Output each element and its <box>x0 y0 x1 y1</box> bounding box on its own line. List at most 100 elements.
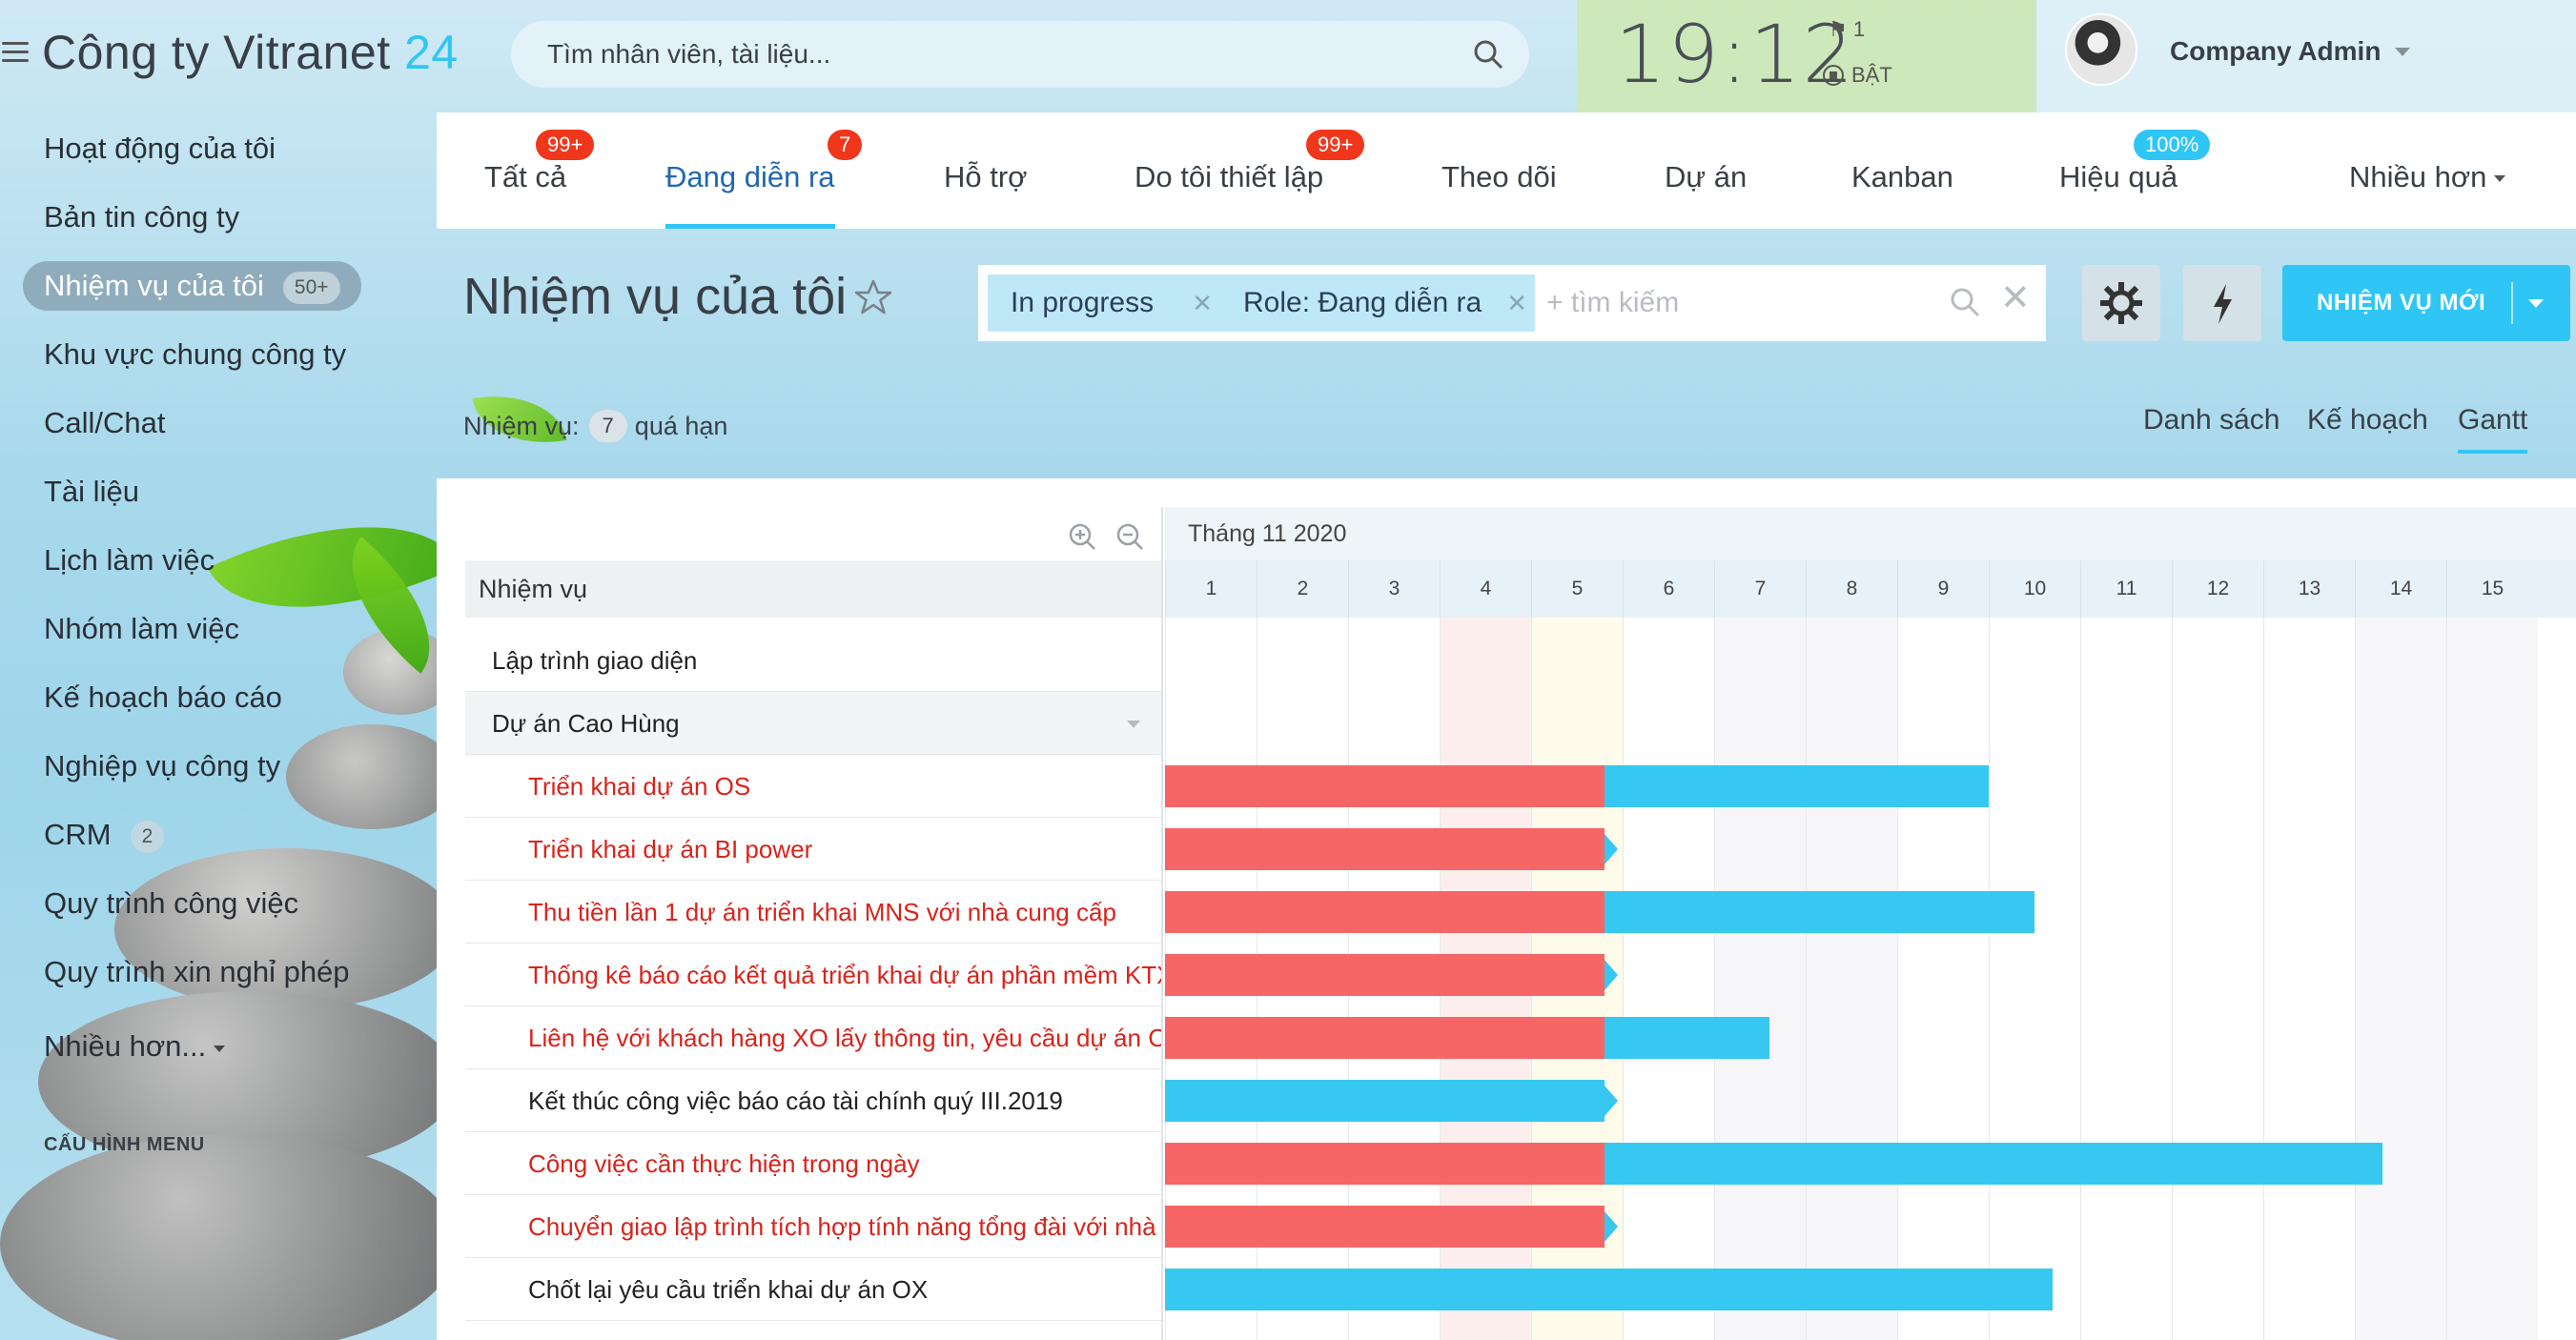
task-row[interactable]: Chuyển giao lập trình tích hợp tính năng… <box>465 1195 1161 1258</box>
tab-kanban[interactable]: Kanban <box>1851 112 1953 229</box>
gantt-bar[interactable] <box>1165 828 1618 870</box>
tab-following[interactable]: Theo dõi <box>1441 112 1557 229</box>
new-task-label: NHIỆM VỤ MỚI <box>2317 290 2486 315</box>
task-row[interactable]: Liên hệ với khách hàng XO lấy thông tin,… <box>465 1006 1161 1069</box>
view-plan[interactable]: Kế hoạch <box>2307 404 2428 436</box>
close-icon[interactable]: ✕ <box>1506 289 1527 317</box>
task-row[interactable]: Chốt lại yêu cầu triển khai dự án OX <box>465 1258 1161 1321</box>
timeline-column <box>1714 618 1806 1340</box>
timeline-day: 13 <box>2263 560 2355 618</box>
work-clock[interactable]: 19:12 ⚑ 1 BẬT <box>1577 0 2036 112</box>
user-menu[interactable]: Company Admin <box>2036 0 2576 112</box>
tab-efficiency[interactable]: Hiệu quả 100% <box>2059 112 2211 229</box>
zoom-in-icon[interactable] <box>1068 522 1096 551</box>
tab-badge: 100% <box>2134 130 2211 160</box>
timeline-column <box>1806 618 1897 1340</box>
timeline-column <box>1989 618 2080 1340</box>
task-row[interactable]: Công việc cần thực hiện trong ngày <box>465 1132 1161 1195</box>
group-row[interactable]: Dự án Cao Hùng <box>465 692 1161 755</box>
filter-input[interactable] <box>1546 274 1928 332</box>
gantt-bar[interactable] <box>1165 765 1989 807</box>
filter-chip-role[interactable]: Role: Đang diễn ra ✕ <box>1220 274 1535 332</box>
filter-search: In progress ✕ Role: Đang diễn ra ✕ ✕ <box>978 265 2046 341</box>
timeline-day: 5 <box>1531 560 1623 618</box>
star-icon[interactable] <box>854 278 892 316</box>
sidebar-item-leave-request[interactable]: Quy trình xin nghỉ phép <box>23 947 371 997</box>
tab-more[interactable]: Nhiều hơn <box>2349 112 2506 229</box>
group-row[interactable]: Lập trình giao diện <box>465 629 1161 692</box>
tab-badge: 7 <box>828 130 863 160</box>
sidebar-item-news[interactable]: Bản tin công ty <box>23 193 260 242</box>
view-gantt[interactable]: Gantt <box>2458 404 2528 454</box>
sidebar-item-label: Hoạt động của tôi <box>44 132 276 165</box>
close-icon[interactable]: ✕ <box>1192 289 1213 317</box>
sidebar-item-company-operations[interactable]: Nghiệp vụ công ty <box>23 741 301 791</box>
tab-set-by-me[interactable]: Do tôi thiết lập 99+ <box>1135 112 1365 229</box>
search-input[interactable] <box>547 21 1443 88</box>
sidebar-item-more[interactable]: Nhiều hơn... <box>23 1022 246 1071</box>
tab-label: Đang diễn ra <box>665 160 835 193</box>
chevron-down-icon <box>2494 175 2506 182</box>
quick-actions-button[interactable] <box>2183 265 2261 341</box>
task-row[interactable]: Triển khai dự án BI power <box>465 818 1161 881</box>
counter-badge: 2 <box>130 821 165 853</box>
sidebar-item-calendar[interactable]: Lịch làm việc <box>23 536 235 585</box>
tab-assisting[interactable]: Hỗ trợ <box>944 112 1028 229</box>
flag-count: 1 <box>1852 17 1866 41</box>
tab-all[interactable]: Tất cả 99+ <box>484 112 595 229</box>
tab-label: Hiệu quả <box>2059 160 2178 193</box>
sidebar-item-common-area[interactable]: Khu vực chung công ty <box>23 330 367 379</box>
task-row[interactable]: Triển khai dự án OS <box>465 755 1161 818</box>
sidebar-item-label: Nhiệm vụ của tôi <box>44 269 264 302</box>
new-task-button[interactable]: NHIỆM VỤ MỚI <box>2282 265 2570 341</box>
gantt-bar[interactable] <box>1165 1143 2382 1185</box>
sidebar-item-workgroups[interactable]: Nhóm làm việc <box>23 604 260 654</box>
timeline-day: 12 <box>2172 560 2263 618</box>
user-name: Company Admin <box>2170 36 2382 66</box>
gantt-bar[interactable] <box>1165 1206 1618 1248</box>
tab-label: Nhiều hơn <box>2349 160 2487 193</box>
timeline-day: 2 <box>1257 560 1348 618</box>
sidebar-item-activity[interactable]: Hoạt động của tôi <box>23 124 296 173</box>
sidebar-item-report-plan[interactable]: Kế hoạch báo cáo <box>23 673 303 722</box>
gantt-bar[interactable] <box>1165 954 1618 996</box>
gantt-bar[interactable] <box>1165 1080 1618 1122</box>
timeline-month: Tháng 11 2020 <box>1165 507 2576 560</box>
close-icon[interactable]: ✕ <box>2000 278 2031 318</box>
search-icon[interactable] <box>1472 38 1504 71</box>
chevron-down-icon[interactable] <box>2528 299 2544 308</box>
chevron-down-icon[interactable] <box>1127 721 1140 728</box>
gantt-bar[interactable] <box>1165 1017 1769 1059</box>
global-search <box>511 21 1529 88</box>
view-list[interactable]: Danh sách <box>2143 404 2280 436</box>
timeline-column <box>1623 618 1714 1340</box>
timeline-column <box>2263 618 2355 1340</box>
tab-projects[interactable]: Dự án <box>1665 112 1747 229</box>
task-row[interactable]: Kết thúc công việc báo cáo tài chính quý… <box>465 1069 1161 1132</box>
timeline-day: 15 <box>2446 560 2538 618</box>
avatar <box>2065 13 2137 86</box>
sidebar-item-label: Kế hoạch báo cáo <box>44 680 282 714</box>
tab-in-progress[interactable]: Đang diễn ra 7 <box>665 112 863 229</box>
gantt-bar-remaining <box>1604 1143 2382 1185</box>
sidebar-item-workflows[interactable]: Quy trình công việc <box>23 879 319 928</box>
filter-chip-status[interactable]: In progress ✕ <box>988 274 1220 332</box>
task-row[interactable]: Thống kê báo cáo kết quả triển khai dự á… <box>465 944 1161 1006</box>
menu-icon[interactable] <box>2 42 29 63</box>
company-logo[interactable]: Công ty Vitranet 24 <box>42 25 459 80</box>
settings-button[interactable] <box>2082 265 2160 341</box>
sidebar-item-documents[interactable]: Tài liệu <box>23 467 160 517</box>
sidebar-item-call-chat[interactable]: Call/Chat <box>23 398 187 448</box>
counter-badge[interactable]: 7 <box>588 410 627 442</box>
sidebar-item-label: Lịch làm việc <box>44 543 215 577</box>
sidebar-item-crm[interactable]: CRM 2 <box>23 810 185 860</box>
task-row[interactable]: Thu tiền lần 1 dự án triển khai MNS với … <box>465 881 1161 944</box>
gantt-bar[interactable] <box>1165 1269 2054 1310</box>
search-icon[interactable] <box>1949 286 1981 318</box>
timeline-day: 6 <box>1623 560 1714 618</box>
configure-menu-link[interactable]: CẤU HÌNH MENU <box>44 1134 205 1155</box>
zoom-out-icon[interactable] <box>1115 522 1144 551</box>
gantt-bar[interactable] <box>1165 891 2034 933</box>
sidebar-item-my-tasks[interactable]: Nhiệm vụ của tôi 50+ <box>23 261 361 311</box>
